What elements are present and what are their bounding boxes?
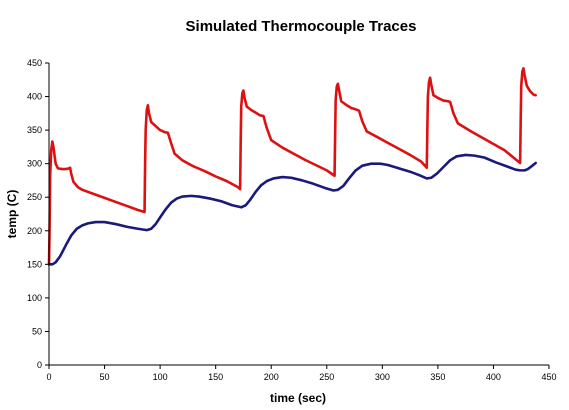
y-tick-label: 350 [27, 125, 42, 135]
x-tick-label: 350 [430, 372, 445, 382]
y-tick-label: 100 [27, 293, 42, 303]
plot-area: 0 50 100 150 200 250 300 350 400 450 0 50 100 150 200 2… [27, 58, 557, 382]
series-line-1 [47, 67, 537, 266]
y-tick-label: 250 [27, 192, 42, 202]
y-axis-label: temp (C) [5, 190, 19, 239]
series-line-2 [47, 153, 537, 266]
x-tick-label: 200 [264, 372, 279, 382]
y-tick-label: 200 [27, 226, 42, 236]
chart-title: Simulated Thermocouple Traces [186, 18, 417, 35]
x-tick-label: 300 [375, 372, 390, 382]
y-tick-label: 300 [27, 159, 42, 169]
x-tick-label: 250 [319, 372, 334, 382]
x-tick-label: 100 [153, 372, 168, 382]
x-tick-label: 150 [208, 372, 223, 382]
y-tick-label: 50 [32, 326, 42, 336]
y-tick-label: 400 [27, 92, 42, 102]
x-tick-label: 50 [100, 372, 110, 382]
x-tick-label: 450 [541, 372, 556, 382]
x-axis-label: time (sec) [270, 391, 326, 405]
y-tick-label: 0 [37, 360, 42, 370]
y-tick-label: 150 [27, 259, 42, 269]
x-tick-label: 400 [486, 372, 501, 382]
y-tick-label: 450 [27, 58, 42, 68]
x-tick-label: 0 [46, 372, 51, 382]
